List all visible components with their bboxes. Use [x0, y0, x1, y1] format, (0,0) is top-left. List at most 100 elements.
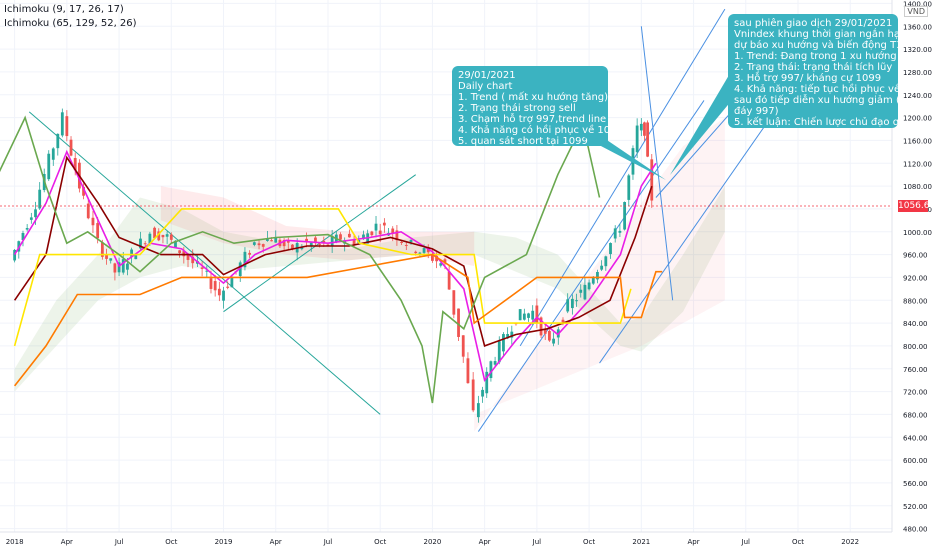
candle-body: [481, 389, 484, 397]
candle-body: [457, 308, 460, 337]
y-tick-label: 1160.00: [903, 137, 932, 145]
candle-body: [248, 252, 252, 255]
x-tick-label: Jul: [114, 538, 124, 546]
candle-body: [105, 254, 108, 259]
callout-line: 29/01/2021: [458, 70, 516, 81]
y-tick-label: 1200.00: [903, 115, 932, 123]
candle-body: [339, 234, 342, 240]
candle-body: [318, 243, 322, 245]
candle-body: [391, 228, 395, 234]
candle-body: [60, 112, 64, 136]
y-tick-label: 560.00: [903, 480, 928, 488]
y-tick-label: 760.00: [903, 366, 928, 374]
callout-line: 3. Chạm hỗ trợ 997,trend line: [458, 114, 607, 125]
candle-body: [243, 251, 247, 268]
indicator-label-1[interactable]: Ichimoku (9, 17, 26, 17): [4, 4, 124, 15]
candle-body: [631, 148, 635, 175]
candle-body: [330, 235, 334, 246]
candle-body: [466, 358, 470, 384]
candle-body: [174, 240, 177, 248]
y-tick-label: 840.00: [903, 320, 928, 328]
candle-body: [414, 251, 418, 254]
callout-line: 3. Hỗ trợ 997/ kháng cự 1099: [734, 73, 882, 84]
candle-body: [69, 139, 73, 156]
candle-body: [609, 243, 612, 255]
candle-body: [583, 284, 587, 300]
candle-body: [326, 244, 330, 246]
candle-body: [226, 286, 230, 288]
candle-body: [347, 233, 351, 238]
x-tick-label: 2020: [424, 538, 442, 546]
line-lagging: [0, 115, 601, 404]
callout-line: sau đó tiếp diễn xu hướng giảm (test: [734, 95, 898, 106]
candle-body: [400, 241, 404, 243]
callout-line: Daily chart: [458, 81, 513, 92]
x-tick-label: Apr: [479, 538, 491, 546]
candle-body: [282, 239, 286, 247]
candle-body: [47, 153, 51, 180]
cloud-red: [160, 186, 475, 266]
y-tick-label: 720.00: [903, 389, 928, 397]
candle-body: [409, 239, 413, 243]
y-tick-label: 1360.00: [903, 23, 932, 31]
candle-body: [431, 255, 434, 261]
candle-body: [539, 317, 543, 336]
candle-body: [143, 243, 147, 245]
candle-body: [109, 258, 113, 261]
time-axis[interactable]: 2018 Apr Jul Oct 2019 Apr Jul Oct 2020 Apr Jul Oct 2…: [0, 531, 932, 550]
x-tick-label: 2019: [215, 538, 233, 546]
candle-body: [113, 263, 117, 273]
candle-body: [575, 300, 578, 302]
candle-body: [286, 240, 290, 243]
candle-body: [404, 244, 408, 246]
trendline: [599, 123, 768, 364]
y-tick-label: 600.00: [903, 457, 928, 465]
callout-line: 4. Khả năng có hồi phục về 1099: [458, 125, 608, 136]
callout-line: 1. Trend: Đang trong 1 xu hướng giảm: [734, 51, 897, 62]
callout-h1[interactable]: sau phiên giao dịch 29/01/2021 Vnindex kh…: [728, 14, 898, 128]
candle-body: [362, 234, 365, 240]
candle-body: [587, 282, 591, 290]
candle-body: [178, 250, 182, 253]
price-axis[interactable]: 480.00 520.00 560.00 600.00 640.00 680.00 720.…: [891, 0, 932, 534]
candle-body: [370, 231, 374, 236]
candle-body: [314, 237, 317, 244]
candle-body: [506, 334, 510, 339]
candle-body: [452, 290, 456, 315]
candle-body: [618, 230, 622, 233]
candle-body: [91, 217, 95, 226]
candle-body: [471, 379, 475, 411]
y-tick-label: 1400.00: [903, 0, 932, 8]
indicator-label-2[interactable]: Ichimoku (65, 129, 52, 26): [4, 18, 137, 29]
candle-body: [374, 223, 378, 231]
candle-body: [322, 240, 326, 243]
callout-line: Vnindex khung thời gian ngắn hạn (H1): [734, 29, 898, 40]
candle-body: [579, 289, 583, 293]
candle-body: [600, 265, 604, 270]
candle-body: [161, 234, 165, 238]
candle-body: [650, 159, 654, 201]
cloud-green: [14, 186, 725, 392]
candle-body: [21, 232, 25, 241]
candle-body: [134, 255, 138, 260]
x-tick-label: Oct: [165, 538, 177, 546]
callout-line: dự báo xu hướng và biến động T3,: [734, 40, 898, 51]
candle-body: [604, 256, 608, 267]
candle-body: [261, 244, 265, 247]
x-tick-label: Jul: [323, 538, 333, 546]
candle-body: [643, 122, 646, 136]
candle-body: [461, 335, 465, 357]
candle-body: [217, 288, 221, 296]
candle-body: [252, 242, 256, 245]
callout-daily[interactable]: 29/01/2021 Daily chart 1. Trend ( mất xu h…: [452, 66, 608, 146]
candle-body: [165, 234, 169, 237]
candle-body: [65, 116, 69, 137]
x-tick-label: Oct: [374, 538, 386, 546]
line-tenkan2: [13, 253, 663, 387]
y-tick-label: 920.00: [903, 274, 928, 282]
candle-body: [382, 222, 386, 226]
candle-body: [418, 252, 422, 254]
y-tick-label: 1080.00: [903, 183, 932, 191]
candle-body: [422, 248, 426, 253]
candle-body: [209, 278, 213, 289]
